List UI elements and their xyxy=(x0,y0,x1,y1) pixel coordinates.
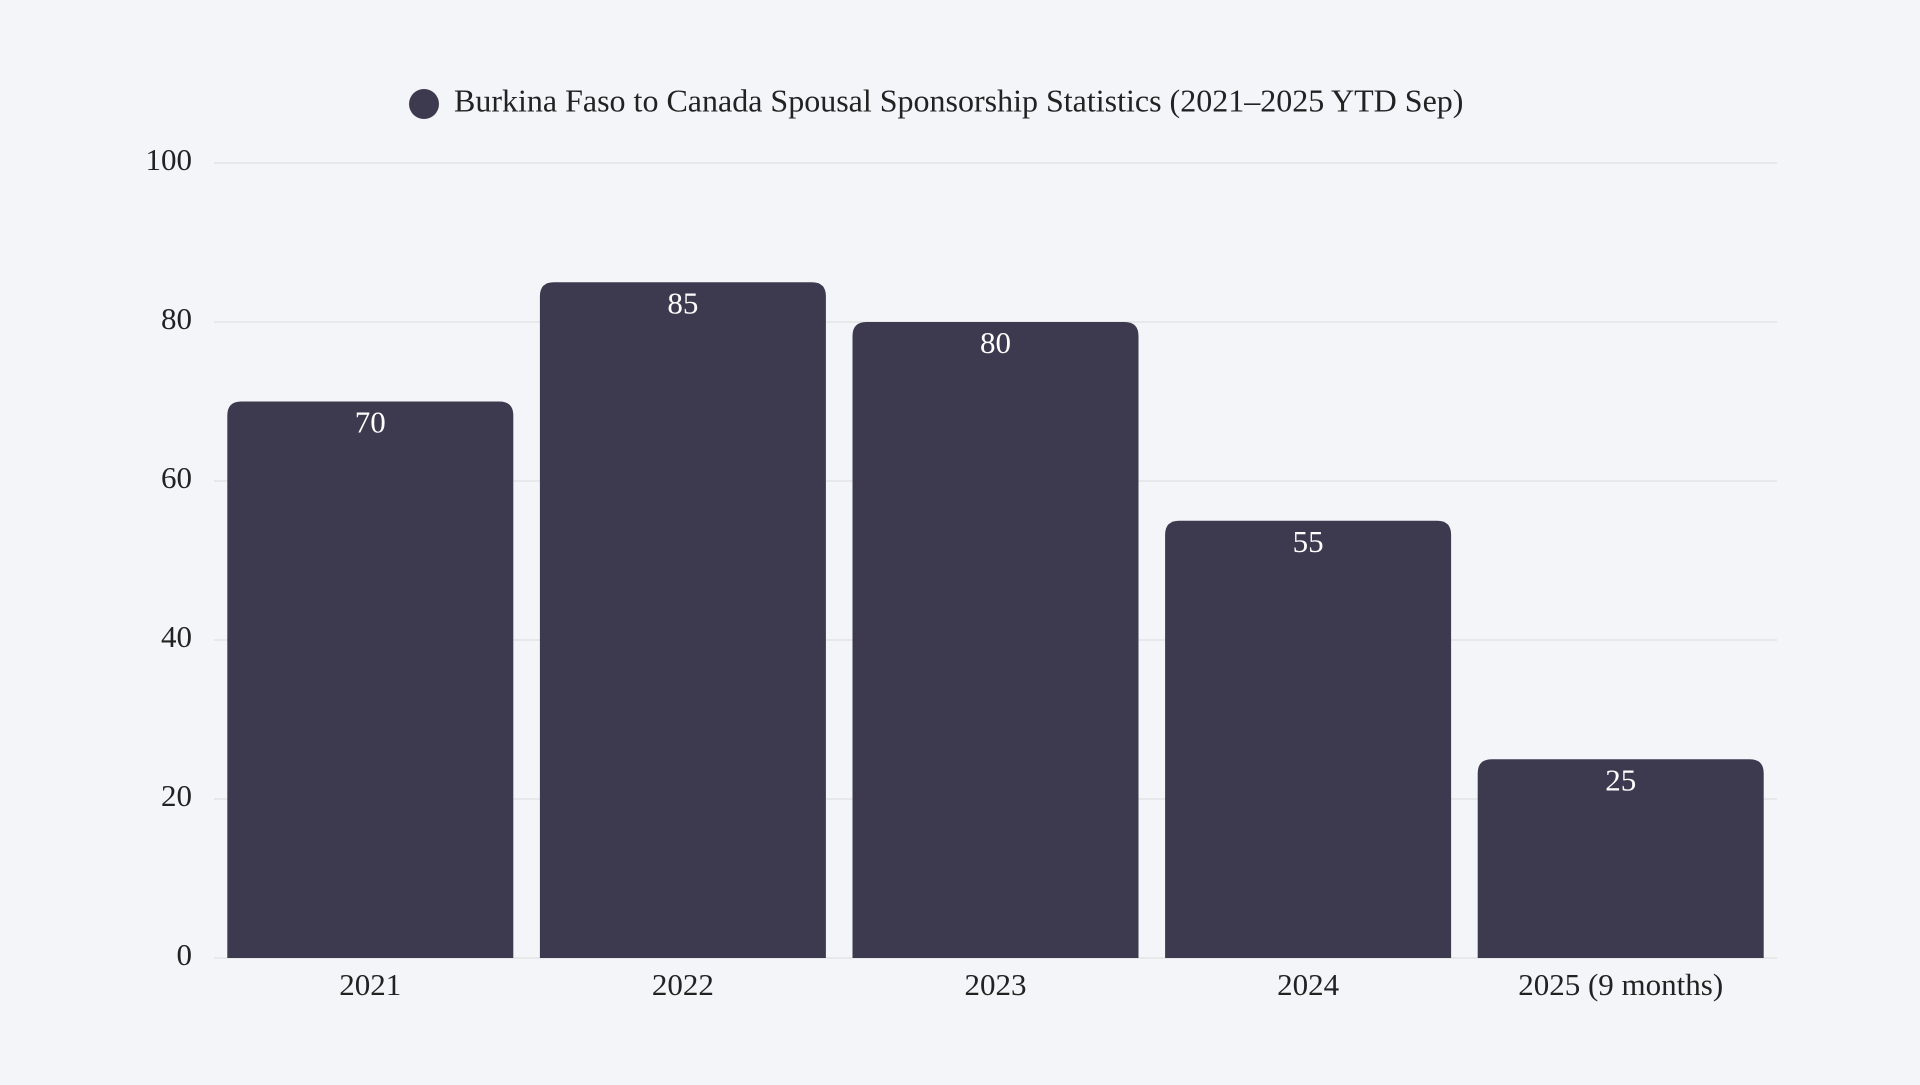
data-label: 85 xyxy=(667,285,698,320)
bar xyxy=(1165,520,1452,958)
bar xyxy=(539,282,826,958)
bar xyxy=(1477,759,1764,958)
x-tick-label: 2024 xyxy=(1277,967,1340,1002)
x-tick-label: 2022 xyxy=(652,967,714,1002)
y-tick-label: 80 xyxy=(161,301,192,336)
y-tick-label: 60 xyxy=(161,460,192,495)
legend-label: Burkina Faso to Canada Spousal Sponsorsh… xyxy=(454,82,1463,118)
x-tick-label: 2021 xyxy=(339,967,401,1002)
y-tick-label: 100 xyxy=(146,142,193,177)
bar xyxy=(227,401,514,958)
legend-marker xyxy=(409,89,439,119)
x-tick-label: 2023 xyxy=(965,967,1027,1002)
data-label: 70 xyxy=(355,405,386,440)
y-tick-label: 20 xyxy=(161,778,192,813)
y-tick-label: 0 xyxy=(177,937,193,972)
y-tick-label: 40 xyxy=(161,619,192,654)
x-tick-label: 2025 (9 months) xyxy=(1518,967,1723,1002)
data-label: 25 xyxy=(1605,762,1636,797)
data-label: 80 xyxy=(980,325,1011,360)
data-label: 55 xyxy=(1293,524,1324,559)
bar xyxy=(852,322,1139,958)
